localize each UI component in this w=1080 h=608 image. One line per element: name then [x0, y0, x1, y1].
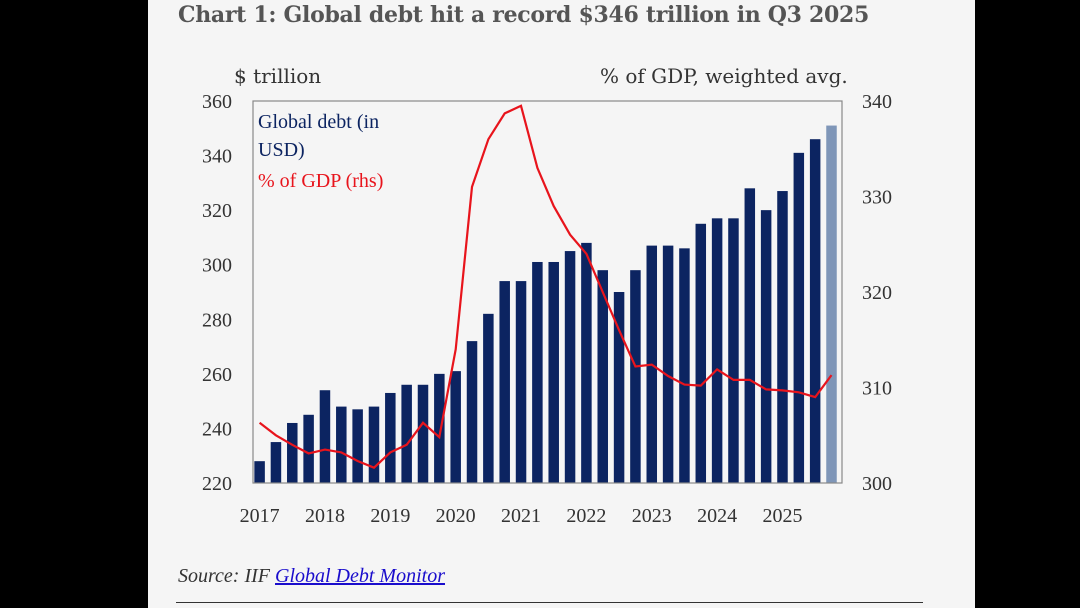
- bar-2017Q1: [254, 461, 265, 483]
- source-prefix: Source: IIF: [178, 565, 270, 587]
- bar-2022Q3: [613, 292, 625, 483]
- right-axis-label: % of GDP, weighted avg.: [600, 64, 848, 88]
- left-tick: 300: [202, 255, 232, 277]
- legend-gdp: % of GDP (rhs): [258, 170, 383, 192]
- bar-2020Q2: [466, 341, 478, 483]
- right-tick: 330: [862, 187, 892, 209]
- bar-2018Q1: [319, 390, 331, 483]
- bar-2025Q4: [826, 125, 837, 484]
- bar-2017Q3: [287, 422, 298, 483]
- chart-title: Chart 1: Global debt hit a record $346 t…: [178, 2, 870, 28]
- x-tick: 2022: [566, 505, 606, 527]
- bar-2020Q3: [483, 313, 494, 483]
- right-tick: 320: [862, 282, 892, 304]
- x-tick: 2018: [305, 505, 345, 527]
- bar-2022Q4: [630, 270, 641, 483]
- bar-2024Q4: [760, 210, 772, 483]
- bar-2022Q1: [581, 242, 592, 483]
- bar-2024Q1: [711, 218, 723, 484]
- right-tick: 310: [862, 378, 892, 400]
- x-tick: 2025: [762, 505, 802, 527]
- bar-2020Q1: [450, 371, 461, 483]
- bar-2017Q4: [303, 414, 314, 483]
- bar-2019Q2: [401, 384, 412, 483]
- bar-2025Q1: [777, 191, 788, 484]
- bar-2018Q3: [352, 409, 363, 483]
- left-tick: 240: [202, 418, 232, 440]
- left-tick: 280: [202, 309, 232, 331]
- bar-2021Q1: [515, 281, 527, 483]
- bottom-rule: [176, 602, 923, 603]
- bar-2021Q3: [548, 261, 559, 483]
- bar-2021Q2: [532, 261, 543, 483]
- bar-2023Q3: [679, 248, 690, 483]
- bar-2025Q3: [809, 139, 821, 483]
- bar-2025Q2: [793, 152, 805, 484]
- legend-debt-line2: USD): [258, 139, 305, 161]
- bar-2024Q3: [744, 188, 756, 484]
- bar-2018Q4: [368, 406, 380, 483]
- bar-2021Q4: [564, 251, 576, 483]
- x-tick: 2020: [436, 505, 476, 527]
- plot-frame: [252, 100, 843, 484]
- bar-2019Q1: [385, 392, 396, 483]
- left-tick: 340: [202, 146, 232, 168]
- bar-2023Q2: [662, 245, 674, 483]
- bar-2019Q3: [417, 384, 429, 483]
- source-link[interactable]: Global Debt Monitor: [275, 565, 445, 587]
- x-tick: 2019: [370, 505, 410, 527]
- x-tick: 2023: [632, 505, 672, 527]
- bar-2022Q2: [597, 270, 608, 483]
- left-tick: 320: [202, 200, 232, 222]
- bar-2019Q4: [434, 373, 445, 483]
- source-note: Source: IIF Global Debt Monitor: [178, 565, 445, 588]
- left-tick: 360: [202, 91, 232, 113]
- bar-2017Q2: [270, 442, 282, 483]
- left-tick: 220: [202, 473, 232, 495]
- bar-2023Q4: [695, 223, 707, 484]
- legend-debt-line1: Global debt (in: [258, 111, 379, 133]
- gdp-line: [258, 104, 833, 469]
- bar-2018Q2: [336, 406, 347, 483]
- right-tick: 300: [862, 473, 892, 495]
- right-tick: 340: [862, 91, 892, 113]
- left-axis-label: $ trillion: [234, 64, 322, 88]
- bar-2024Q2: [728, 218, 739, 484]
- x-tick: 2024: [697, 505, 737, 527]
- x-tick: 2021: [501, 505, 541, 527]
- left-tick: 260: [202, 364, 232, 386]
- bar-2020Q4: [499, 281, 510, 483]
- x-tick: 2017: [240, 505, 280, 527]
